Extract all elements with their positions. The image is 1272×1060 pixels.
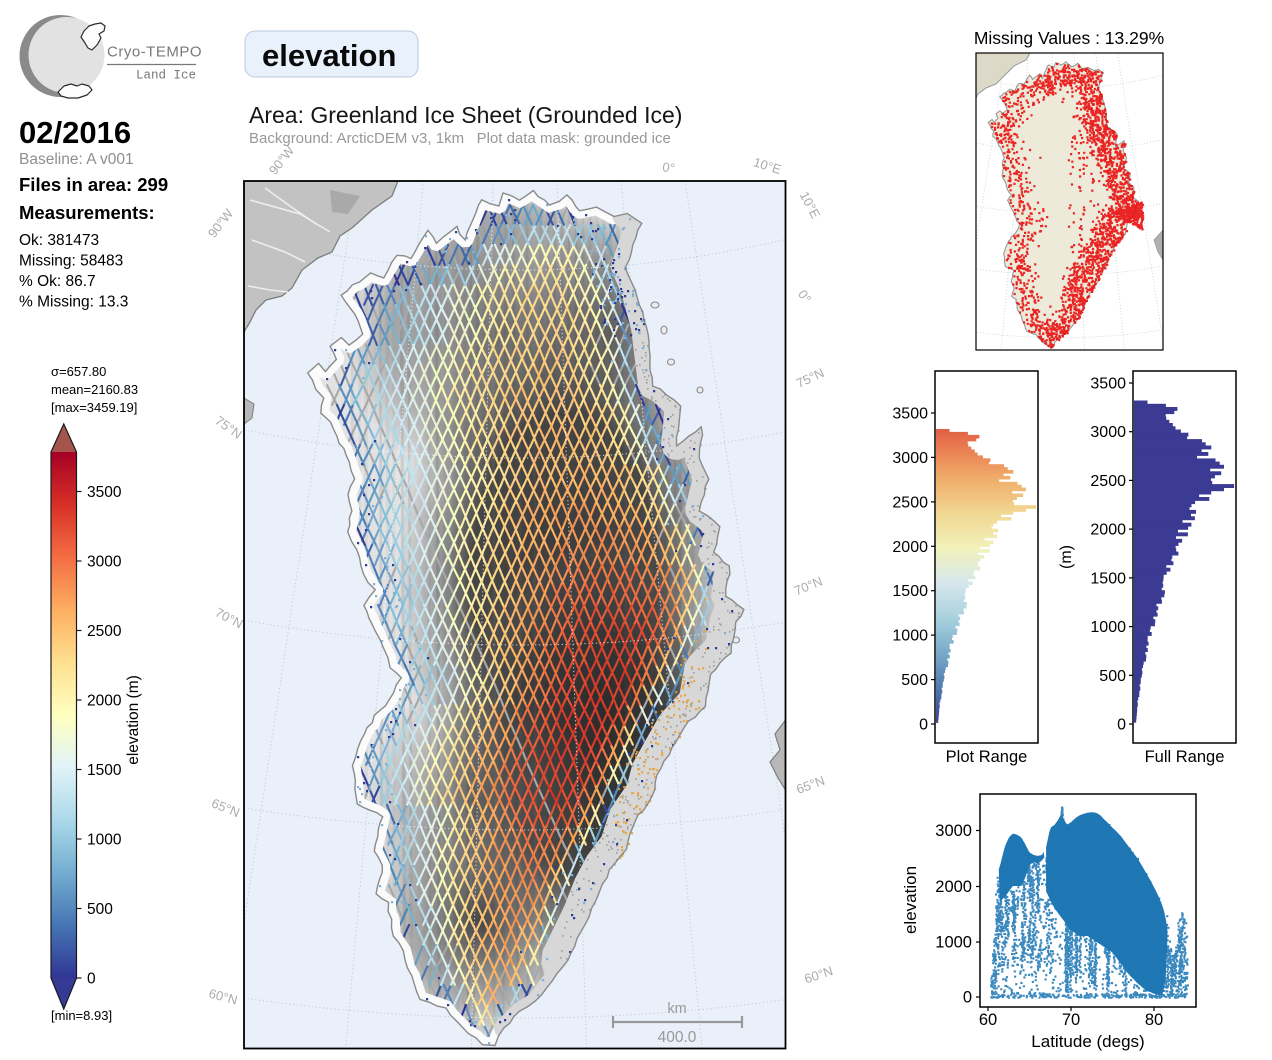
svg-text:70°N: 70°N — [792, 573, 825, 598]
svg-text:Missing Values : 13.29%: Missing Values : 13.29% — [974, 28, 1164, 48]
svg-text:70: 70 — [1062, 1011, 1080, 1029]
svg-text:70°N: 70°N — [213, 605, 246, 632]
svg-text:2000: 2000 — [1090, 522, 1126, 539]
svg-text:[max=3459.19]: [max=3459.19] — [51, 400, 137, 415]
svg-text:Baseline: A v001: Baseline: A v001 — [19, 151, 134, 168]
svg-text:02/2016: 02/2016 — [19, 115, 131, 150]
svg-text:Ok: 381473: Ok: 381473 — [19, 232, 99, 249]
svg-text:Measurements:: Measurements: — [19, 202, 155, 223]
svg-text:(m): (m) — [1058, 545, 1075, 569]
svg-text:elevation (m): elevation (m) — [125, 675, 142, 765]
svg-text:1000: 1000 — [1090, 619, 1126, 636]
svg-text:1500: 1500 — [892, 583, 928, 600]
svg-text:% Missing: 13.3: % Missing: 13.3 — [19, 294, 128, 311]
svg-text:0: 0 — [919, 717, 928, 734]
svg-text:10°E: 10°E — [752, 154, 784, 177]
svg-text:Missing: 58483: Missing: 58483 — [19, 253, 123, 270]
svg-text:1000: 1000 — [892, 628, 928, 645]
svg-text:[min=8.93]: [min=8.93] — [51, 1008, 112, 1023]
svg-text:90°W: 90°W — [205, 205, 237, 240]
svg-text:400.0: 400.0 — [658, 1029, 697, 1046]
svg-text:2000: 2000 — [892, 539, 928, 556]
svg-text:elevation: elevation — [262, 38, 396, 73]
svg-text:75°N: 75°N — [794, 365, 827, 391]
svg-text:1500: 1500 — [87, 762, 122, 779]
svg-text:Area: Greenland Ice Sheet (Gro: Area: Greenland Ice Sheet (Grounded Ice) — [249, 102, 682, 128]
svg-text:2000: 2000 — [935, 878, 972, 896]
svg-text:2000: 2000 — [87, 693, 122, 710]
svg-text:3500: 3500 — [1090, 376, 1126, 393]
svg-text:km: km — [667, 1001, 686, 1017]
svg-text:Background: ArcticDEM v3, 1km: Background: ArcticDEM v3, 1km Plot data … — [249, 130, 671, 147]
svg-text:3000: 3000 — [892, 450, 928, 467]
svg-text:Full Range: Full Range — [1145, 748, 1225, 766]
svg-text:3500: 3500 — [892, 406, 928, 423]
svg-text:0: 0 — [1117, 717, 1126, 734]
svg-text:80: 80 — [1145, 1011, 1163, 1029]
svg-text:Latitude (degs): Latitude (degs) — [1031, 1032, 1144, 1051]
svg-text:500: 500 — [1099, 668, 1126, 685]
svg-text:0°: 0° — [795, 287, 814, 306]
svg-text:0: 0 — [963, 989, 972, 1007]
svg-text:75°N: 75°N — [212, 413, 244, 442]
svg-text:2500: 2500 — [892, 494, 928, 511]
svg-text:mean=2160.83: mean=2160.83 — [51, 382, 138, 397]
svg-text:Plot Range: Plot Range — [946, 748, 1028, 766]
svg-text:65°N: 65°N — [209, 795, 242, 820]
svg-text:500: 500 — [87, 901, 113, 918]
svg-text:3500: 3500 — [87, 484, 122, 501]
svg-text:65°N: 65°N — [794, 773, 826, 797]
svg-text:60°N: 60°N — [207, 986, 239, 1008]
svg-text:1500: 1500 — [1090, 570, 1126, 587]
svg-text:2500: 2500 — [1090, 473, 1126, 490]
svg-text:10°E: 10°E — [797, 189, 824, 221]
svg-text:1000: 1000 — [935, 934, 972, 952]
svg-text:500: 500 — [901, 672, 928, 689]
svg-text:2500: 2500 — [87, 623, 122, 640]
svg-text:60: 60 — [979, 1011, 997, 1029]
svg-text:60°N: 60°N — [802, 963, 834, 986]
svg-text:% Ok: 86.7: % Ok: 86.7 — [19, 273, 96, 290]
svg-text:0°: 0° — [661, 159, 675, 176]
svg-text:Land Ice: Land Ice — [136, 69, 196, 83]
svg-text:3000: 3000 — [1090, 424, 1126, 441]
svg-text:elevation: elevation — [901, 866, 920, 934]
svg-text:σ=657.80: σ=657.80 — [51, 364, 106, 379]
svg-text:Cryo-TEMPO: Cryo-TEMPO — [107, 44, 202, 61]
svg-text:Files in area: 299: Files in area: 299 — [19, 174, 168, 195]
svg-text:0: 0 — [87, 971, 96, 988]
svg-text:90°W: 90°W — [266, 142, 298, 177]
svg-text:3000: 3000 — [935, 822, 972, 840]
svg-text:1000: 1000 — [87, 832, 122, 849]
svg-text:3000: 3000 — [87, 554, 122, 571]
